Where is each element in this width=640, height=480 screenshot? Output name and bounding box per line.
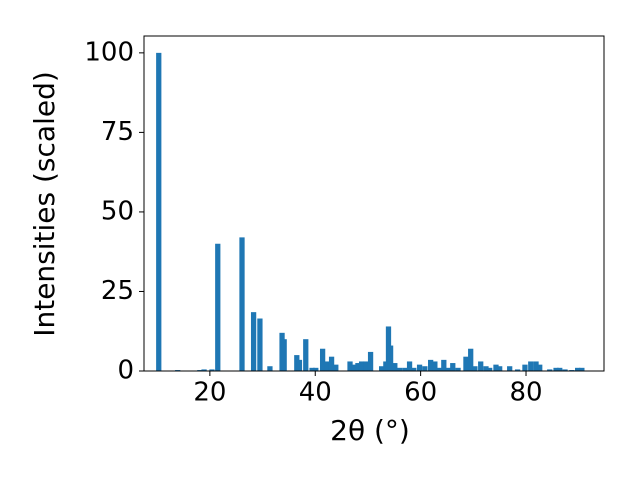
bar xyxy=(441,359,447,371)
bar xyxy=(514,369,521,371)
bar xyxy=(209,369,215,371)
x-tick-label: 20 xyxy=(193,378,226,408)
bar xyxy=(319,348,326,371)
y-tick-label: 50 xyxy=(101,196,134,226)
bar xyxy=(553,367,559,371)
bar xyxy=(579,367,585,371)
bar xyxy=(411,367,417,371)
y-tick-label: 75 xyxy=(101,117,134,147)
y-tick-label: 100 xyxy=(84,37,134,67)
bar xyxy=(347,361,353,371)
bar xyxy=(478,361,484,371)
x-tick-label: 80 xyxy=(509,378,542,408)
bar xyxy=(383,361,389,371)
bar xyxy=(533,361,539,371)
bar xyxy=(156,52,162,371)
bar xyxy=(267,366,273,371)
bar xyxy=(313,367,319,371)
bar xyxy=(396,367,403,371)
y-tick-label: 0 xyxy=(117,356,134,386)
bar xyxy=(493,364,499,371)
y-tick-label: 25 xyxy=(101,276,134,306)
bar xyxy=(250,312,257,371)
y-axis-label: Intensities (scaled) xyxy=(28,71,61,337)
bar xyxy=(432,361,438,371)
bar xyxy=(487,367,493,371)
bar xyxy=(537,364,543,371)
bar xyxy=(351,364,357,371)
bar xyxy=(294,355,300,371)
x-axis-label: 2θ (°) xyxy=(330,414,410,447)
bar xyxy=(562,369,568,371)
bar xyxy=(281,339,287,371)
bar xyxy=(402,367,408,371)
bar xyxy=(463,356,469,371)
bar xyxy=(575,367,581,371)
bar xyxy=(422,366,428,371)
bar xyxy=(483,366,489,371)
bar xyxy=(239,237,245,371)
bar xyxy=(392,363,398,371)
bar xyxy=(358,361,365,371)
bar xyxy=(363,361,369,371)
bar xyxy=(367,351,374,371)
bar xyxy=(201,369,207,371)
bar xyxy=(257,318,263,371)
bar xyxy=(355,363,361,371)
bar xyxy=(406,361,413,371)
bar xyxy=(450,363,456,371)
bar xyxy=(455,367,461,371)
bar xyxy=(416,364,423,371)
bar xyxy=(472,366,478,371)
bar xyxy=(215,243,221,371)
bar xyxy=(522,364,528,371)
x-tick-label: 40 xyxy=(299,378,332,408)
bar xyxy=(468,348,474,371)
bar xyxy=(428,359,434,371)
bar xyxy=(324,361,330,371)
bar xyxy=(557,367,563,371)
x-tick-label: 60 xyxy=(404,378,437,408)
bar xyxy=(296,359,303,371)
bar xyxy=(309,367,315,371)
plot-frame xyxy=(143,35,605,372)
bar xyxy=(379,366,385,371)
bar xyxy=(547,369,553,371)
bar xyxy=(303,339,309,371)
bar xyxy=(528,361,534,371)
bar xyxy=(333,364,339,371)
bar xyxy=(387,345,394,371)
bar xyxy=(445,367,451,371)
bar xyxy=(497,366,503,371)
bar xyxy=(436,367,443,371)
bar xyxy=(507,366,513,371)
bar xyxy=(328,356,335,371)
